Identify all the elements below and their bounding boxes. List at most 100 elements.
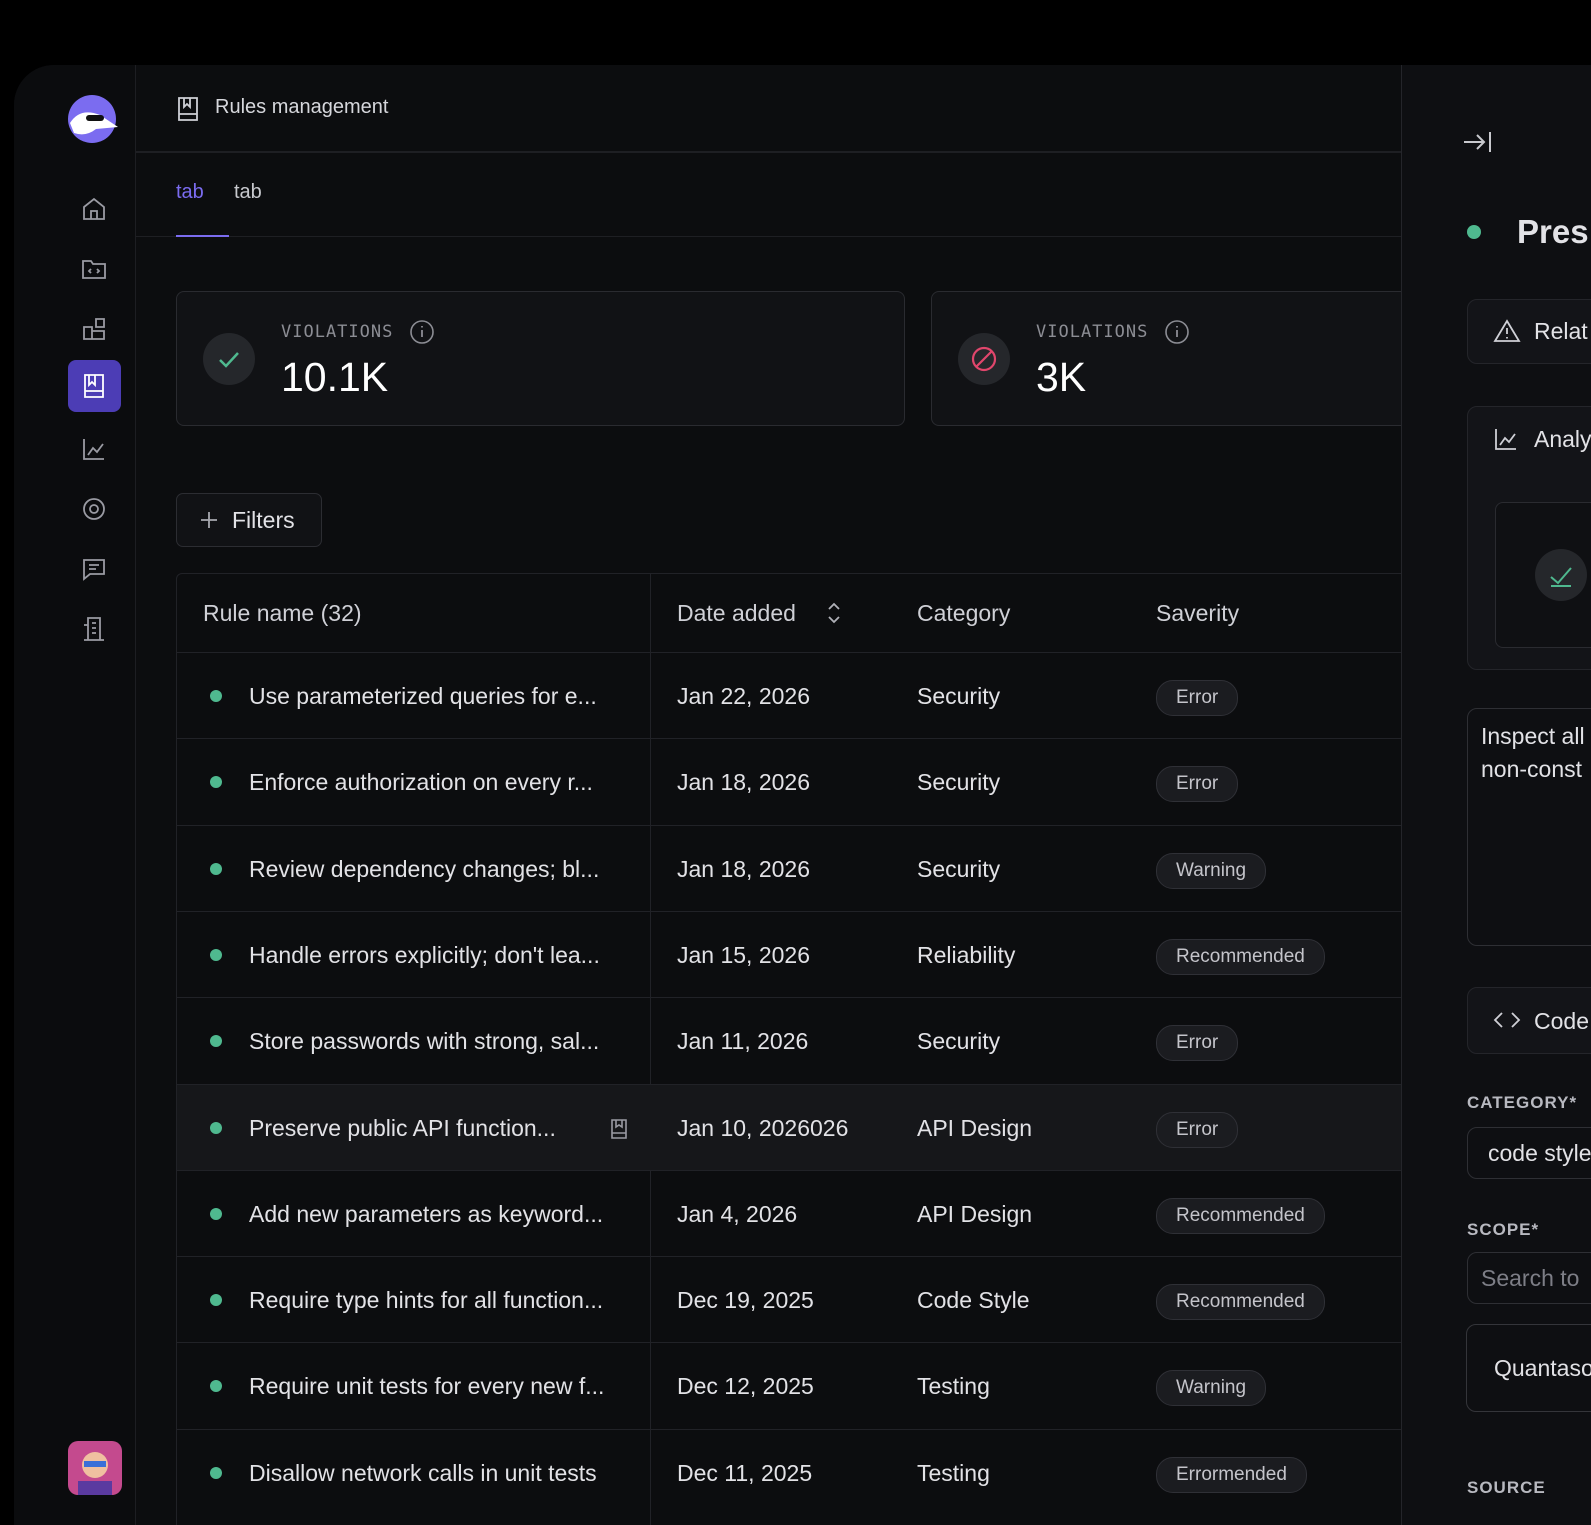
status-dot [210,690,222,702]
nav-rules-active[interactable] [68,360,121,412]
app-frame: Rules management tab tab VIOLATIONS 10.1… [14,65,1591,1525]
rule-name: Handle errors explicitly; don't lea... [249,941,600,968]
rule-name: Require unit tests for every new f... [249,1373,605,1400]
collapse-icon[interactable] [1462,129,1494,155]
description-line: non-const [1481,756,1583,782]
tab-active[interactable]: tab [176,181,204,203]
stat-value: 10.1K [281,354,389,400]
filters-button[interactable]: Filters [176,493,322,547]
table-row[interactable]: Require type hints for all function... De… [177,1256,1437,1343]
status-dot [210,1466,222,1479]
table-row[interactable]: Require unit tests for every new f... Dec… [177,1342,1437,1429]
column-header: Date added [677,600,796,626]
severity-badge: Error [1156,1111,1239,1148]
date-added: Dec 11, 2025 [677,1459,813,1486]
source-label: SOURCE [1467,1478,1546,1497]
related-section[interactable]: Relat [1467,299,1591,364]
category: Security [917,1028,1001,1055]
column-header: Rule name (32) [203,600,362,626]
rule-name: Enforce authorization on every r... [249,769,593,796]
stat-label: VIOLATIONS [281,322,394,342]
nav-rules[interactable] [80,372,108,400]
date-added: Jan 11, 2026 [677,1028,809,1055]
code-section[interactable]: Code [1467,987,1591,1054]
nav-messages[interactable] [80,555,108,583]
table-row[interactable]: Use parameterized queries for e... Jan 22… [177,652,1437,739]
date-added: Jan 18, 2026 [677,855,811,882]
status-dot [210,1380,222,1393]
category: Reliability [917,941,1016,968]
severity-badge: Recommended [1156,938,1325,975]
category: API Design [917,1114,1033,1141]
status-dot [210,948,222,961]
date-added: Jan 10, 2026026 [677,1114,849,1141]
stat-label: VIOLATIONS [1036,322,1149,342]
description-box[interactable]: Inspect all non-const [1467,708,1591,946]
category-label: CATEGORY* [1467,1093,1578,1112]
info-icon[interactable] [409,319,435,345]
table-row[interactable]: Store passwords with strong, sal... Jan 1… [177,997,1437,1084]
table-row[interactable]: Add new parameters as keyword... Jan 4, 2… [177,1169,1437,1257]
date-added: Jan 15, 2026 [677,941,811,968]
status-dot [210,862,222,875]
scope-item[interactable]: Quantaso [1466,1324,1591,1412]
severity-badge: Error [1156,766,1239,803]
detail-panel: Pres Relat Analy Inspect all non-const C… [1401,65,1591,1525]
rules-table: Rule name (32) Date added Category Saverity… [176,573,1438,1525]
status-dot [210,1121,222,1134]
column-divider [650,574,651,1525]
rule-name: Add new parameters as keyword... [249,1200,604,1227]
check-icon [1535,549,1587,601]
code-icon [1493,1012,1521,1028]
tabs-divider [136,236,1401,237]
scope-input[interactable]: Search to [1467,1252,1591,1304]
nav-integrations[interactable] [80,315,108,343]
status-dot [210,1207,222,1220]
code-label: Code [1534,1008,1589,1034]
header-divider [136,151,1401,153]
status-dot [210,1035,222,1048]
sidebar [14,65,136,1525]
column-header: Saverity [1156,600,1240,626]
category: Code Style [917,1287,1030,1314]
analytics-label: Analy [1534,426,1591,452]
rule-icon [611,1118,627,1139]
column-header: Category [917,600,1011,626]
status-dot [1467,225,1481,239]
description-line: Inspect all [1481,723,1585,749]
nav-docs[interactable] [80,615,108,643]
analytics-card [1495,502,1591,648]
filters-label: Filters [232,507,295,533]
date-added: Dec 12, 2025 [677,1373,814,1400]
severity-badge: Recommended [1156,1284,1325,1321]
status-dot [210,1294,222,1307]
user-avatar[interactable] [68,1441,122,1495]
nav-code[interactable] [80,255,108,283]
category-input[interactable]: code style [1467,1127,1591,1179]
sort-icon[interactable] [825,600,843,626]
stat-card: VIOLATIONS 10.1K [176,291,905,426]
tab[interactable]: tab [234,181,262,203]
rule-name: Require type hints for all function... [249,1287,604,1314]
rule-name: Preserve public API function... [249,1114,556,1141]
table-row[interactable]: Preserve public API function... Jan 10, 2… [177,1083,1437,1171]
table-row[interactable]: Review dependency changes; bl... Jan 18, … [177,824,1437,912]
table-row[interactable]: Handle errors explicitly; don't lea... Ja… [177,910,1437,998]
nav-settings[interactable] [80,495,108,523]
date-added: Dec 19, 2025 [677,1287,814,1314]
category: API Design [917,1200,1033,1227]
table-row[interactable]: Disallow network calls in unit tests Dec … [177,1428,1437,1516]
severity-badge: Warning [1156,852,1267,889]
stat-icon-ok [203,333,255,385]
info-icon[interactable] [1164,319,1190,345]
category: Security [917,683,1001,709]
nav-analytics[interactable] [80,435,108,463]
table-row[interactable]: Enforce authorization on every r... Jan 1… [177,738,1437,825]
scope-label: SCOPE* [1467,1220,1540,1239]
related-label: Relat [1534,318,1588,344]
category: Security [917,769,1001,796]
scope-placeholder: Search to [1481,1265,1580,1291]
nav-home[interactable] [80,195,108,223]
logo [68,95,118,143]
